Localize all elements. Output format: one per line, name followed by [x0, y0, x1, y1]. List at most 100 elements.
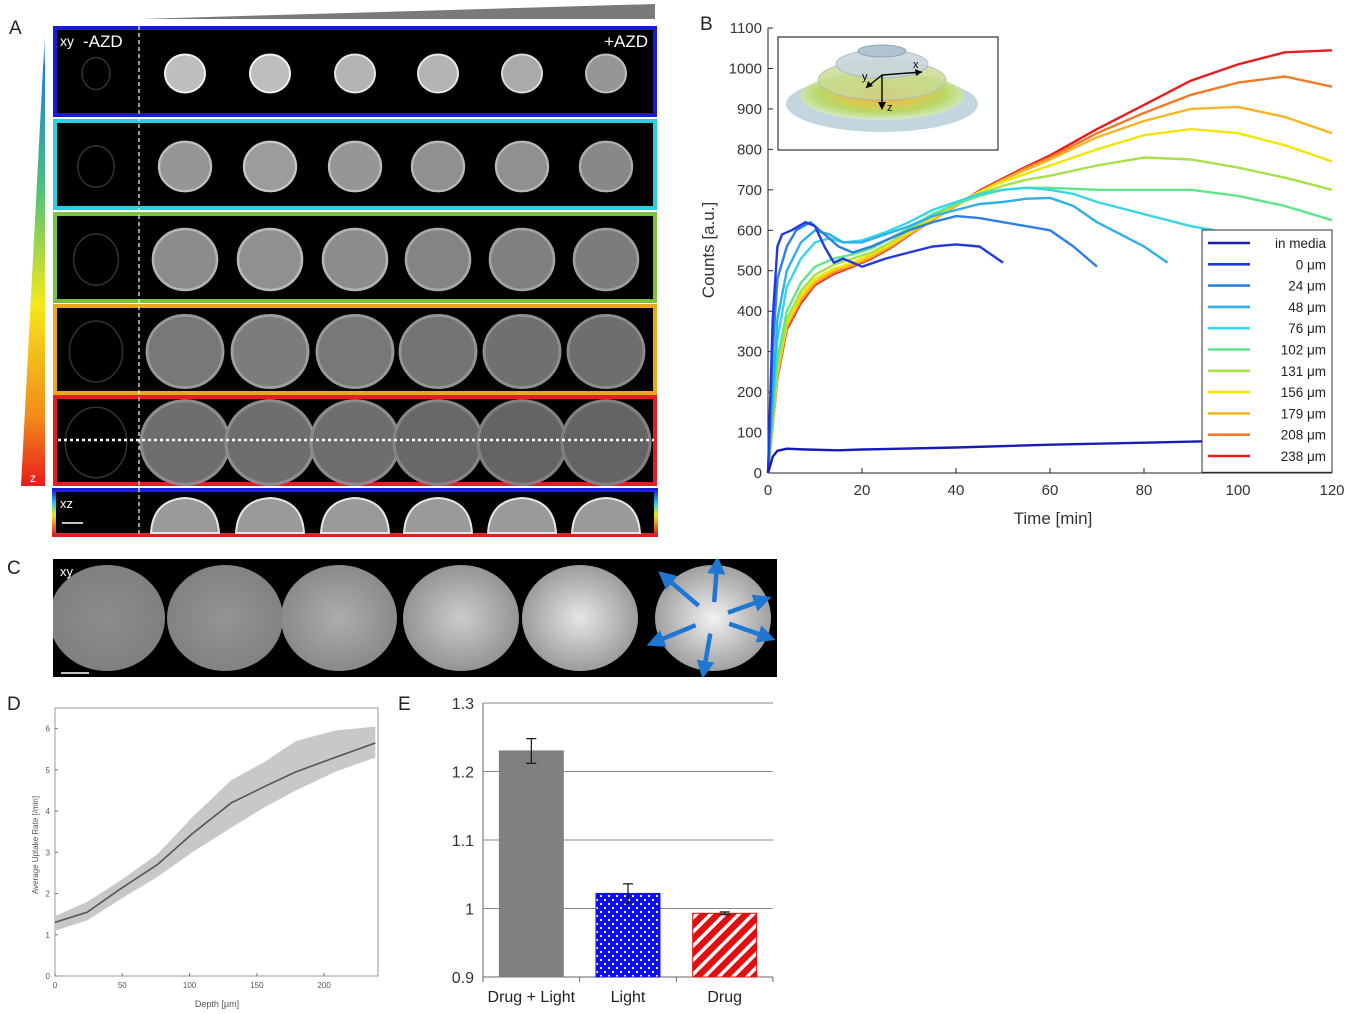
- panel-d-chart: 0 1 2 3 4 5 6 0 50 100 150 200 Depth [μm] Average U…: [31, 707, 379, 1009]
- b-series-line: [766, 437, 1333, 474]
- diffusion-arrow: [707, 559, 726, 603]
- e-category-label: Drug: [707, 989, 742, 1006]
- spheroid-image: [572, 227, 640, 292]
- spheroid-image: [157, 140, 213, 193]
- inset-x-label: x: [913, 59, 919, 71]
- spheroid-inset: x y z: [777, 36, 999, 151]
- b-y-tick-label: 600: [737, 222, 762, 239]
- spheroid-image: [145, 313, 225, 390]
- xz-section-image: [319, 496, 391, 534]
- inset-z-label: z: [887, 102, 893, 114]
- spheroid-image: [139, 399, 231, 486]
- b-legend-label: 48 μm: [1288, 300, 1326, 315]
- b-y-tick-label: 400: [737, 303, 762, 320]
- e-bar: [498, 750, 564, 978]
- minus-azd-label: -AZD: [83, 32, 123, 51]
- b-xlabel: Time [min]: [1014, 509, 1093, 528]
- b-x-tick-label: 100: [1225, 482, 1250, 499]
- spheroid-image: [488, 227, 556, 292]
- d-ylabel: Average Uptake Rate [/min]: [31, 796, 40, 894]
- spheroid-image: [585, 53, 627, 94]
- spheroid-image: [566, 313, 646, 390]
- b-legend-label: 76 μm: [1288, 321, 1326, 336]
- xz-section-image: [570, 496, 642, 534]
- b-legend-label: 131 μm: [1281, 364, 1326, 379]
- d-x-tick-label: 200: [317, 981, 331, 990]
- b-x-tick-label: 40: [948, 482, 965, 499]
- spheroid-image: [249, 53, 291, 94]
- plus-azd-label: +AZD: [604, 32, 648, 51]
- b-legend-label: 179 μm: [1281, 406, 1326, 421]
- control-spheroid: [77, 144, 115, 189]
- diffusion-arrow: [658, 571, 701, 608]
- control-spheroid: [64, 406, 128, 479]
- b-y-tick-label: 700: [737, 182, 762, 199]
- b-legend-label: in media: [1275, 236, 1327, 251]
- e-bar: [692, 912, 758, 978]
- spheroid-image: [281, 565, 397, 671]
- spheroid-image: [309, 399, 401, 486]
- b-legend-label: 156 μm: [1281, 385, 1326, 400]
- xy-label-c: xy: [60, 564, 74, 579]
- b-y-tick-label: 800: [737, 141, 762, 158]
- b-series-line: [766, 186, 1215, 474]
- spheroid-image: [560, 399, 652, 486]
- panel-b-chart: 0 100 200 300 400 500 600 700 800 900 1000 1100 0 20 4…: [699, 20, 1345, 528]
- spheroid-image: [334, 53, 376, 94]
- panel-label-e: E: [398, 694, 411, 715]
- d-xlabel: Depth [μm]: [195, 999, 239, 1009]
- b-x-tick-label: 120: [1319, 482, 1344, 499]
- b-y-tick-label: 200: [737, 384, 762, 401]
- b-x-tick-label: 20: [854, 482, 871, 499]
- diffusion-arrow: [727, 594, 772, 615]
- e-category-label: Light: [611, 989, 646, 1006]
- b-legend-box: [1201, 229, 1333, 473]
- d-x-tick-label: 50: [118, 981, 127, 990]
- spheroid-image: [522, 565, 638, 671]
- e-category-label: Drug + Light: [488, 989, 576, 1006]
- d-y-tick-label: 0: [46, 972, 51, 981]
- z-label: z: [30, 471, 36, 485]
- diffusion-arrow: [728, 621, 776, 643]
- d-y-tick-label: 2: [46, 890, 51, 899]
- spheroid-image: [151, 227, 219, 292]
- spheroid-image: [501, 53, 543, 94]
- b-y-tick-label: 900: [737, 101, 762, 118]
- d-mean-line: [54, 742, 376, 924]
- xy-label-a: xy: [60, 33, 74, 49]
- xz-section-image: [234, 496, 306, 534]
- b-legend-label: 208 μm: [1281, 428, 1326, 443]
- spheroid-image: [398, 313, 478, 390]
- control-spheroid: [68, 320, 124, 383]
- d-x-tick-label: 150: [250, 981, 264, 990]
- spheroid-image: [53, 565, 165, 671]
- panel-e-chart: 0.9 1 1.1 1.2 1.3 Drug + Light Light Drug: [452, 696, 774, 1006]
- xz-label: xz: [60, 496, 73, 511]
- e-y-tick-label: 0.9: [452, 970, 474, 987]
- spheroid-image: [494, 140, 550, 193]
- b-y-tick-label: 1100: [730, 20, 762, 37]
- spheroid-image: [327, 140, 383, 193]
- spheroid-image: [404, 227, 472, 292]
- b-series-line: [766, 221, 1004, 474]
- b-legend-label: 0 μm: [1296, 257, 1326, 272]
- panel-label-b: B: [700, 14, 713, 35]
- d-y-tick-label: 3: [46, 848, 51, 857]
- d-x-tick-label: 100: [183, 981, 197, 990]
- b-y-tick-label: 1000: [729, 60, 762, 77]
- e-y-tick-label: 1.1: [452, 833, 474, 850]
- d-y-tick-label: 1: [46, 931, 51, 940]
- b-y-tick-label: 0: [754, 465, 762, 482]
- d-y-tick-label: 6: [46, 725, 51, 734]
- e-bar: [595, 892, 661, 978]
- inset-y-label: y: [862, 71, 868, 83]
- b-x-tick-label: 0: [764, 482, 772, 499]
- panel-label-c: C: [7, 558, 21, 579]
- xz-section-image: [149, 496, 221, 534]
- e-y-tick-label: 1.3: [452, 696, 474, 713]
- spheroid-image: [321, 227, 389, 292]
- d-y-tick-label: 4: [46, 807, 51, 816]
- b-legend-label: 102 μm: [1281, 343, 1326, 358]
- b-ylabel: Counts [a.u.]: [699, 202, 718, 298]
- d-y-tick-label: 5: [46, 766, 51, 775]
